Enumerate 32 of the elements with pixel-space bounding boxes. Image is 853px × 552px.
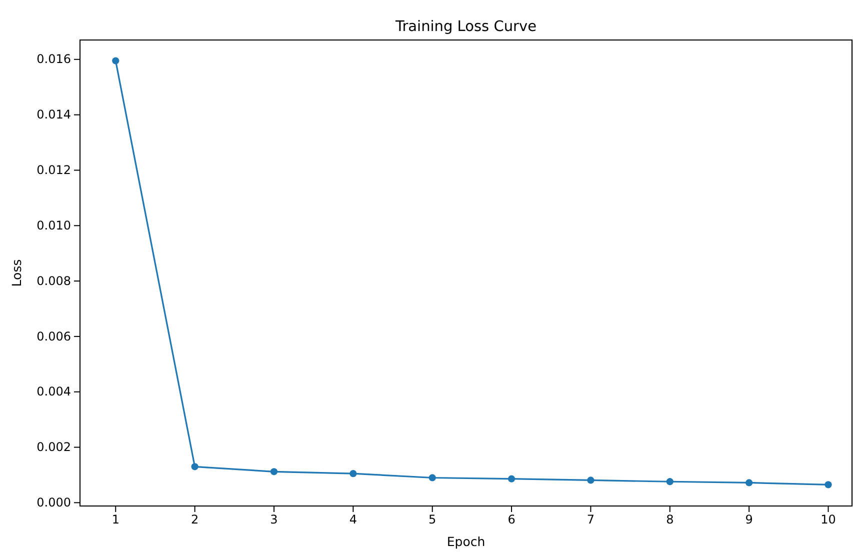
point xyxy=(191,463,198,470)
y-tick-label: 0.016 xyxy=(36,52,71,66)
chart-title: Training Loss Curve xyxy=(394,19,537,35)
point xyxy=(824,481,832,488)
y-tick-label: 0.006 xyxy=(36,329,71,344)
point xyxy=(587,476,594,484)
point xyxy=(350,470,357,478)
x-tick-label: 4 xyxy=(349,512,357,527)
x-tick-label: 6 xyxy=(508,512,516,527)
point xyxy=(428,474,436,482)
point xyxy=(270,468,278,476)
y-tick-label: 0.014 xyxy=(36,108,71,122)
y-tick-label: 0.002 xyxy=(36,440,71,454)
point xyxy=(508,475,516,482)
x-tick-label: 8 xyxy=(666,512,674,527)
point xyxy=(112,57,120,64)
x-tick-label: 1 xyxy=(112,512,120,527)
y-tick-label: 0.012 xyxy=(36,163,71,178)
y-tick-label: 0.000 xyxy=(36,496,71,510)
x-tick-label: 2 xyxy=(190,512,199,527)
y-tick-label: 0.008 xyxy=(36,274,71,288)
x-tick-label: 3 xyxy=(270,512,278,527)
x-axis-title: Epoch xyxy=(446,534,486,549)
x-tick-label: 10 xyxy=(820,512,836,527)
y-tick-label: 0.010 xyxy=(36,218,71,232)
x-tick-label: 7 xyxy=(586,512,595,527)
y-tick-label: 0.004 xyxy=(36,384,71,399)
y-axis-title: Loss xyxy=(9,259,24,287)
point xyxy=(666,478,674,486)
point xyxy=(746,479,753,486)
x-tick-label: 9 xyxy=(745,512,753,527)
x-tick-label: 5 xyxy=(428,512,436,527)
